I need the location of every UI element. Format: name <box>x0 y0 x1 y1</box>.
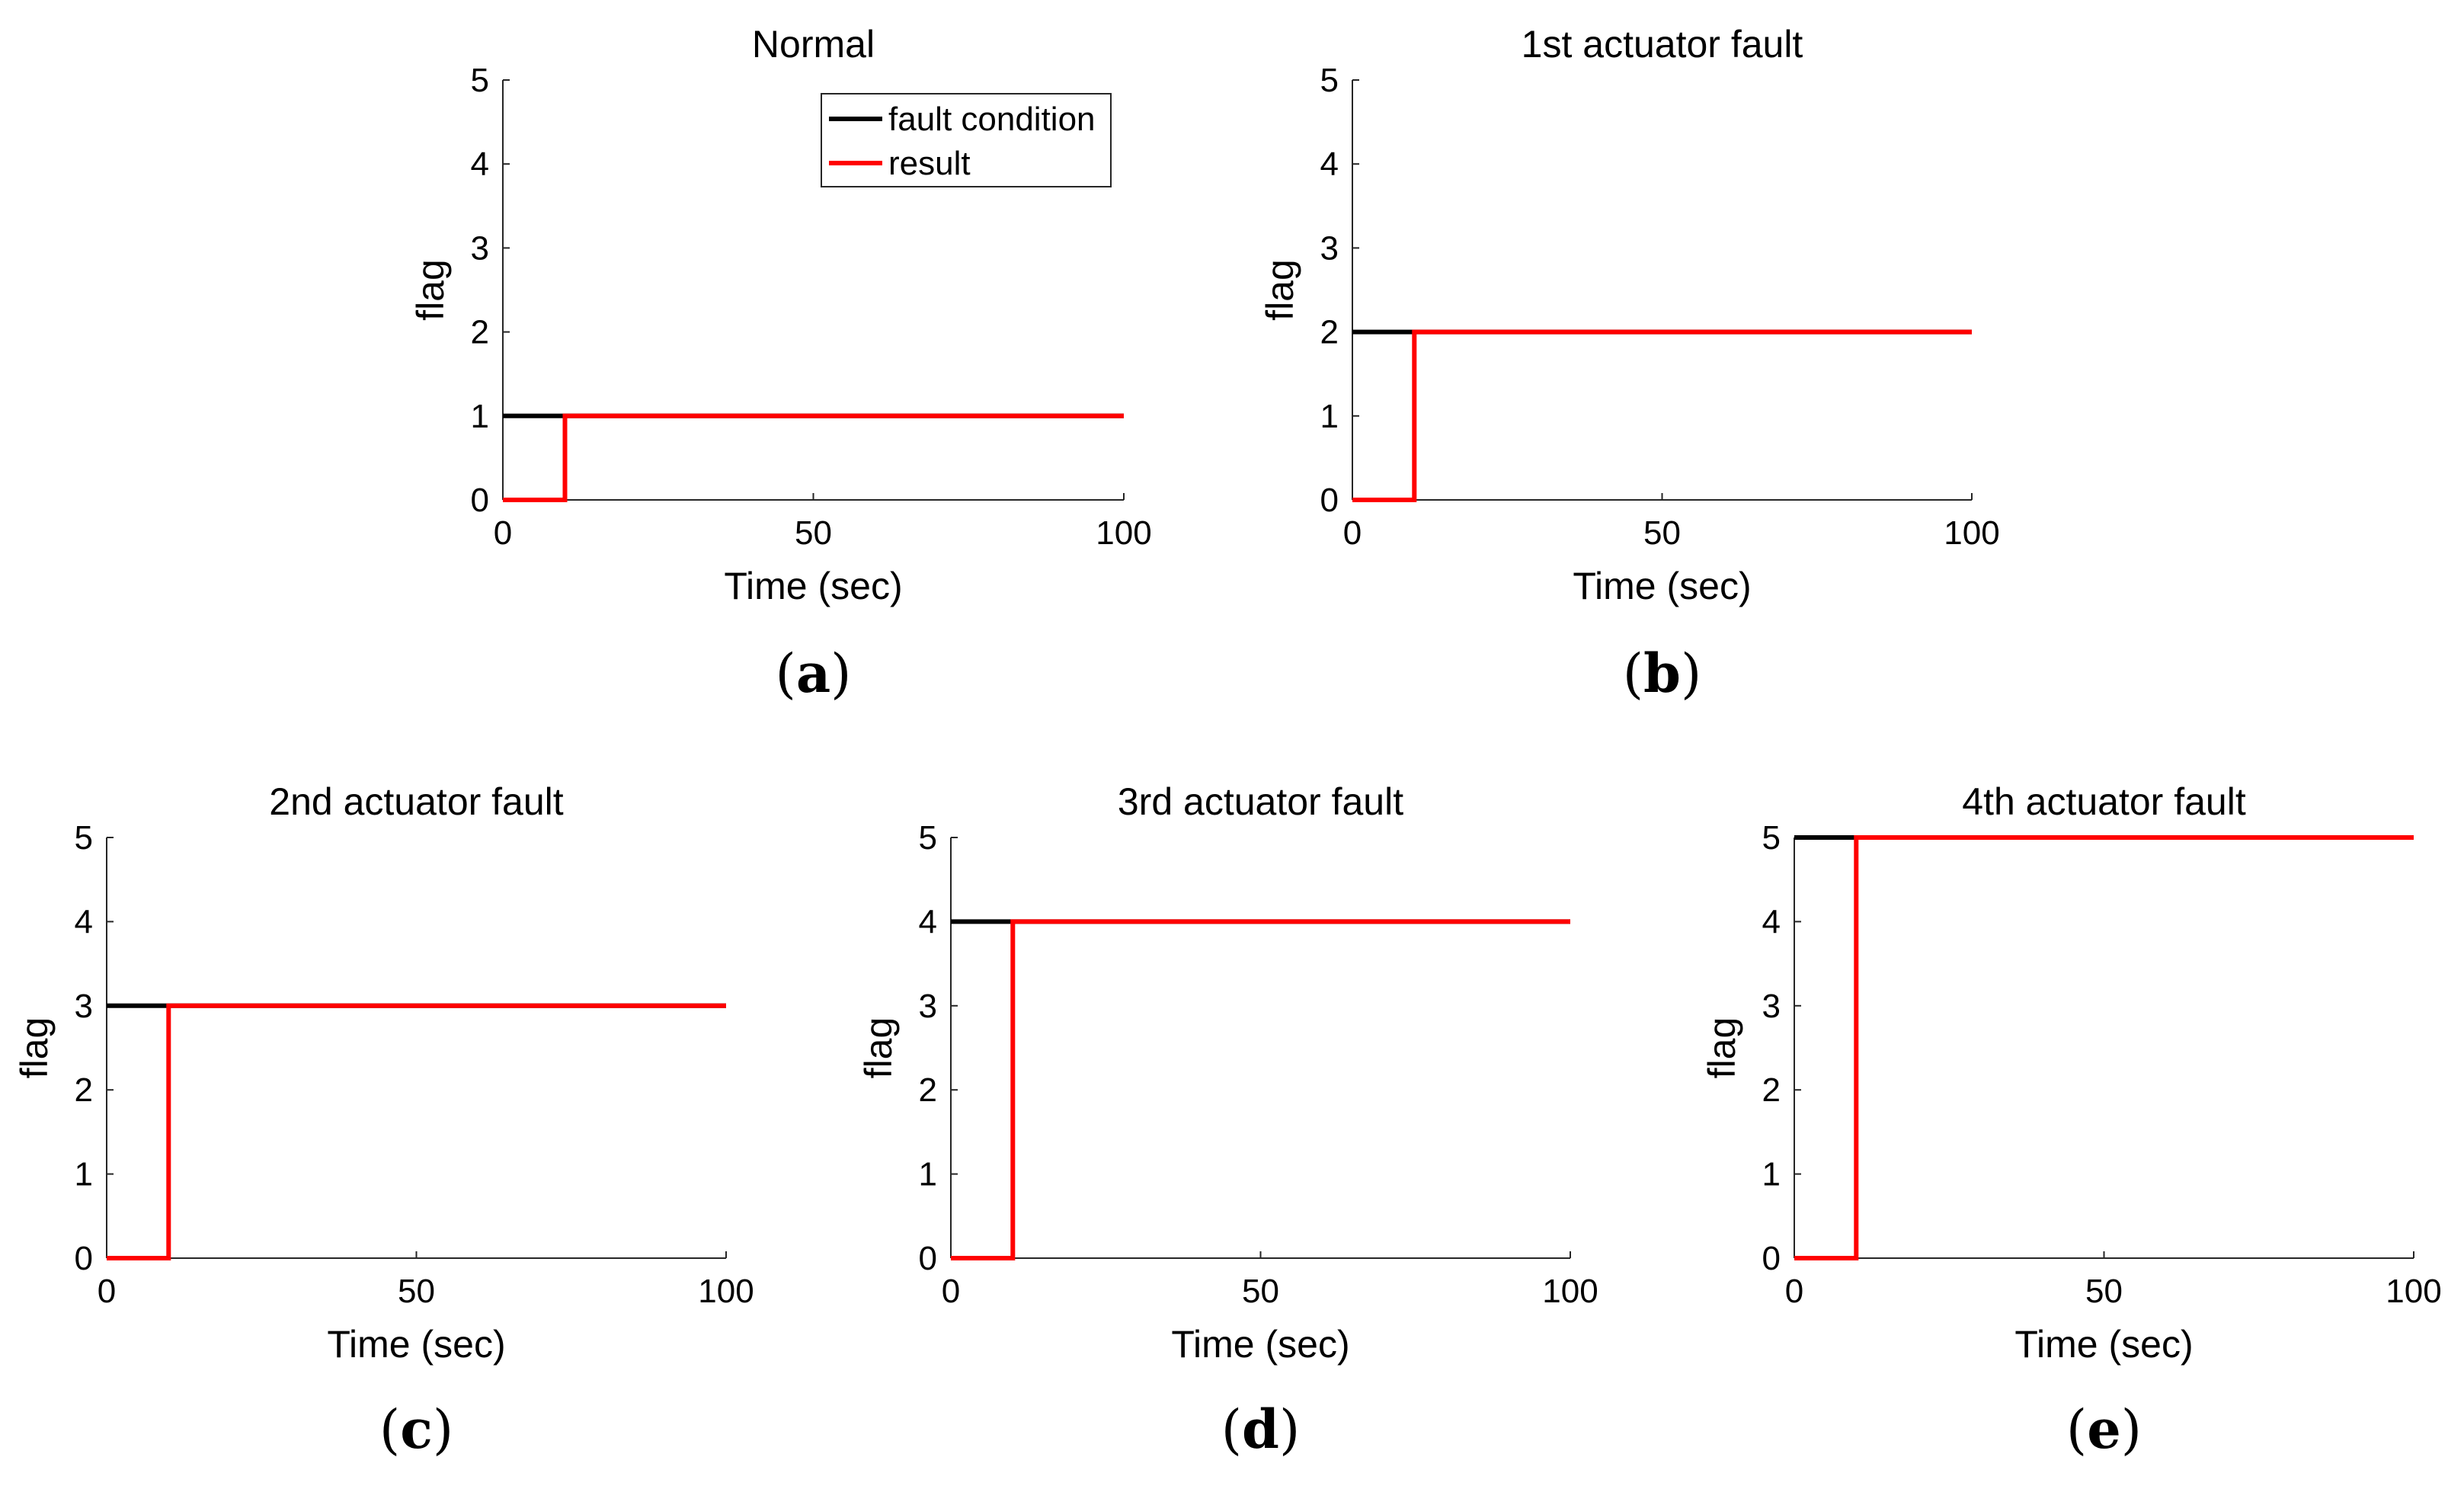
y-axis-label: flag <box>13 1017 56 1079</box>
y-tick-label: 4 <box>1320 146 1339 183</box>
x-axis-label: Time (sec) <box>724 565 902 607</box>
y-tick-label: 1 <box>1762 1156 1781 1193</box>
y-tick-label: 5 <box>75 819 93 857</box>
y-tick-label: 0 <box>1320 482 1339 519</box>
x-tick-label: 50 <box>1643 514 1681 552</box>
panel-label: (d) <box>1221 1398 1301 1461</box>
y-tick-label: 2 <box>1762 1071 1781 1109</box>
y-tick-label: 1 <box>919 1156 937 1193</box>
y-tick-label: 5 <box>1762 819 1781 857</box>
panel-label-letter: d <box>1242 1398 1279 1461</box>
series-line-result <box>951 919 1570 1260</box>
x-tick-label: 0 <box>1785 1273 1803 1310</box>
y-tick-label: 0 <box>919 1240 937 1277</box>
panel-label-open: ( <box>1221 1398 1242 1461</box>
y-tick-label: 2 <box>75 1071 93 1109</box>
y-tick-label: 2 <box>471 314 489 351</box>
panel-label-open: ( <box>2066 1398 2087 1461</box>
x-tick-label: 50 <box>398 1273 435 1310</box>
y-tick-label: 4 <box>75 903 93 940</box>
x-tick-label: 0 <box>494 514 512 552</box>
y-axis-label: flag <box>409 259 452 321</box>
x-tick-label: 100 <box>1944 514 1999 552</box>
legend: fault condition result <box>821 93 1112 187</box>
y-tick-label: 2 <box>1320 314 1339 351</box>
panel-label: (b) <box>1623 642 1702 705</box>
x-tick-label: 100 <box>698 1273 754 1310</box>
chart-title: 3rd actuator fault <box>1118 780 1403 823</box>
y-tick-label: 1 <box>1320 398 1339 435</box>
panel-label: (c) <box>379 1398 453 1461</box>
y-tick-label: 0 <box>471 482 489 519</box>
legend-entry: result <box>888 145 971 182</box>
y-tick-label: 5 <box>919 819 937 857</box>
panel-label: (a) <box>776 642 852 705</box>
legend-box <box>821 93 1112 187</box>
x-tick-label: 100 <box>2386 1273 2441 1310</box>
y-axis-label: flag <box>857 1017 900 1079</box>
chart-title: 2nd actuator fault <box>269 780 563 823</box>
x-tick-label: 0 <box>1343 514 1362 552</box>
y-tick-label: 0 <box>75 1240 93 1277</box>
y-tick-label: 3 <box>919 988 937 1025</box>
panel-label-letter: b <box>1643 642 1681 705</box>
y-tick-label: 0 <box>1762 1240 1781 1277</box>
panel-label-close: ) <box>433 1398 453 1461</box>
y-tick-label: 3 <box>1762 988 1781 1025</box>
chart-title: 4th actuator fault <box>1962 780 2246 823</box>
panel-label: (e) <box>2066 1398 2142 1461</box>
x-tick-label: 100 <box>1096 514 1151 552</box>
panel-label-close: ) <box>1279 1398 1300 1461</box>
y-tick-label: 4 <box>1762 903 1781 940</box>
x-tick-label: 0 <box>942 1273 960 1310</box>
y-axis-label: flag <box>1701 1017 1743 1079</box>
panel-label-open: ( <box>776 642 796 705</box>
legend-entry: fault condition <box>888 101 1096 138</box>
x-axis-label: Time (sec) <box>1171 1323 1349 1366</box>
series-line-result <box>1352 329 1972 502</box>
y-tick-label: 5 <box>1320 62 1339 99</box>
x-tick-label: 50 <box>1242 1273 1279 1310</box>
y-tick-label: 3 <box>75 988 93 1025</box>
panel-label-letter: e <box>2087 1398 2121 1461</box>
y-tick-label: 4 <box>471 146 489 183</box>
y-tick-label: 5 <box>471 62 489 99</box>
x-axis-label: Time (sec) <box>1573 565 1751 607</box>
y-tick-label: 3 <box>471 229 489 267</box>
panel-label-close: ) <box>830 642 851 705</box>
series-line-result <box>503 413 1124 502</box>
y-tick-label: 2 <box>919 1071 937 1109</box>
chart-title: Normal <box>752 23 875 66</box>
x-tick-label: 100 <box>1542 1273 1598 1310</box>
x-axis-label: Time (sec) <box>327 1323 505 1366</box>
chart-title: 1st actuator fault <box>1522 23 1803 66</box>
x-axis-label: Time (sec) <box>2014 1323 2193 1366</box>
panel-label-close: ) <box>2121 1398 2142 1461</box>
panel-label-open: ( <box>1623 642 1643 705</box>
y-axis-label: flag <box>1259 259 1301 321</box>
series-line-result <box>107 1003 726 1260</box>
panel-label-close: ) <box>1681 642 1701 705</box>
x-tick-label: 0 <box>98 1273 116 1310</box>
panel-label-letter: c <box>400 1398 433 1461</box>
x-tick-label: 50 <box>795 514 832 552</box>
y-tick-label: 1 <box>471 398 489 435</box>
panel-label-letter: a <box>796 642 830 705</box>
series-line-result <box>1794 835 2414 1260</box>
panel-label-open: ( <box>379 1398 400 1461</box>
y-tick-label: 4 <box>919 903 937 940</box>
x-tick-label: 50 <box>2085 1273 2123 1310</box>
y-tick-label: 3 <box>1320 229 1339 267</box>
y-tick-label: 1 <box>75 1156 93 1193</box>
